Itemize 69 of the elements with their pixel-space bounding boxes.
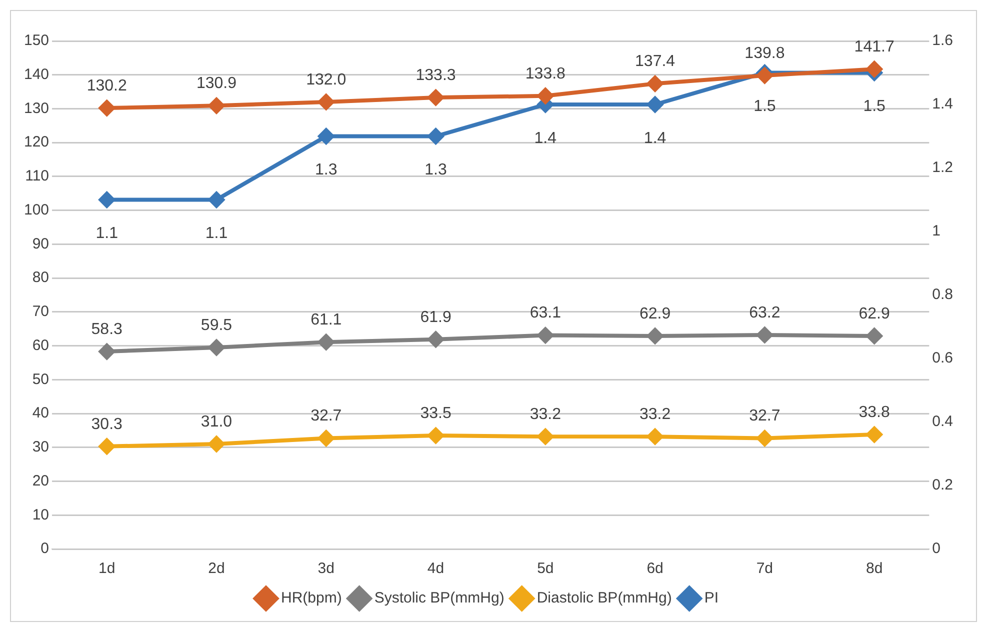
data-label: 1.5 xyxy=(754,98,776,116)
y-tick-label: 110 xyxy=(25,168,50,185)
y2-tick-label: 1.2 xyxy=(932,159,954,176)
y2-tick-label: 0.6 xyxy=(932,350,954,367)
x-tick-label: 4d xyxy=(427,560,444,578)
legend-label: Systolic BP(mmHg) xyxy=(374,590,504,607)
y2-tick-label: 0.2 xyxy=(932,476,954,494)
y2-tick-label: 0.8 xyxy=(932,286,954,304)
y-tick-label: 70 xyxy=(32,303,50,320)
x-tick-label: 1d xyxy=(98,560,116,578)
legend-label: Diastolic BP(mmHg) xyxy=(536,590,672,607)
y-tick-label: 40 xyxy=(32,404,50,422)
x-tick-label: 8d xyxy=(866,560,883,578)
data-label: 1.5 xyxy=(863,98,886,116)
data-label: 137.4 xyxy=(635,53,676,70)
data-label: 141.7 xyxy=(854,38,894,56)
y-tick-label: 30 xyxy=(32,438,50,456)
data-label: 132.0 xyxy=(306,71,346,88)
data-label: 1.1 xyxy=(96,225,118,242)
y-tick-label: 150 xyxy=(24,32,50,50)
data-label: 31.0 xyxy=(200,413,232,430)
data-label: 133.8 xyxy=(525,65,566,82)
x-tick-label: 7d xyxy=(756,560,774,578)
y-tick-label: 80 xyxy=(32,269,50,286)
y-tick-label: 140 xyxy=(24,66,50,84)
data-label: 1.3 xyxy=(424,162,447,179)
data-label: 33.2 xyxy=(639,406,671,423)
y-tick-label: 0 xyxy=(40,540,50,558)
y2-tick-label: 1 xyxy=(932,222,940,240)
data-label: 33.5 xyxy=(420,404,452,422)
y2-tick-label: 0.4 xyxy=(932,413,954,430)
data-label: 61.1 xyxy=(310,311,342,328)
data-label: 1.1 xyxy=(205,225,228,242)
data-label: 63.1 xyxy=(530,304,562,322)
y-tick-label: 60 xyxy=(32,336,50,354)
x-tick-label: 3d xyxy=(318,560,334,578)
data-label: 139.8 xyxy=(744,44,785,62)
data-label: 133.3 xyxy=(416,66,456,84)
y2-tick-label: 1.4 xyxy=(932,96,954,113)
data-label: 58.3 xyxy=(91,320,123,338)
y-tick-label: 10 xyxy=(32,506,50,524)
data-label: 32.7 xyxy=(749,408,780,425)
y-tick-label: 20 xyxy=(32,472,50,490)
y-tick-label: 120 xyxy=(24,134,50,151)
data-label: 61.9 xyxy=(420,308,452,326)
data-label: 1.4 xyxy=(644,130,666,147)
data-label: 130.2 xyxy=(86,77,127,94)
x-tick-label: 2d xyxy=(208,560,225,578)
data-label: 1.4 xyxy=(534,130,557,147)
legend-label: HR(bpm) xyxy=(280,590,342,607)
y2-tick-label: 0 xyxy=(932,540,940,558)
y-tick-label: 50 xyxy=(32,370,50,388)
y-tick-label: 90 xyxy=(32,235,50,252)
data-label: 33.8 xyxy=(858,404,890,421)
y-tick-label: 130 xyxy=(24,100,50,117)
data-label: 33.2 xyxy=(530,406,562,423)
data-label: 59.5 xyxy=(200,316,232,334)
y2-tick-label: 1.6 xyxy=(932,32,954,50)
data-label: 30.3 xyxy=(91,416,123,433)
data-label: 62.9 xyxy=(858,305,890,322)
y-tick-label: 100 xyxy=(24,201,50,218)
data-label: 32.7 xyxy=(310,408,342,425)
data-label: 62.9 xyxy=(639,305,671,322)
x-tick-label: 6d xyxy=(646,560,664,578)
data-label: 63.2 xyxy=(749,304,780,322)
data-label: 130.9 xyxy=(196,75,237,92)
x-tick-label: 5d xyxy=(537,560,554,578)
data-label: 1.3 xyxy=(315,162,338,179)
legend-label: PI xyxy=(704,590,719,607)
